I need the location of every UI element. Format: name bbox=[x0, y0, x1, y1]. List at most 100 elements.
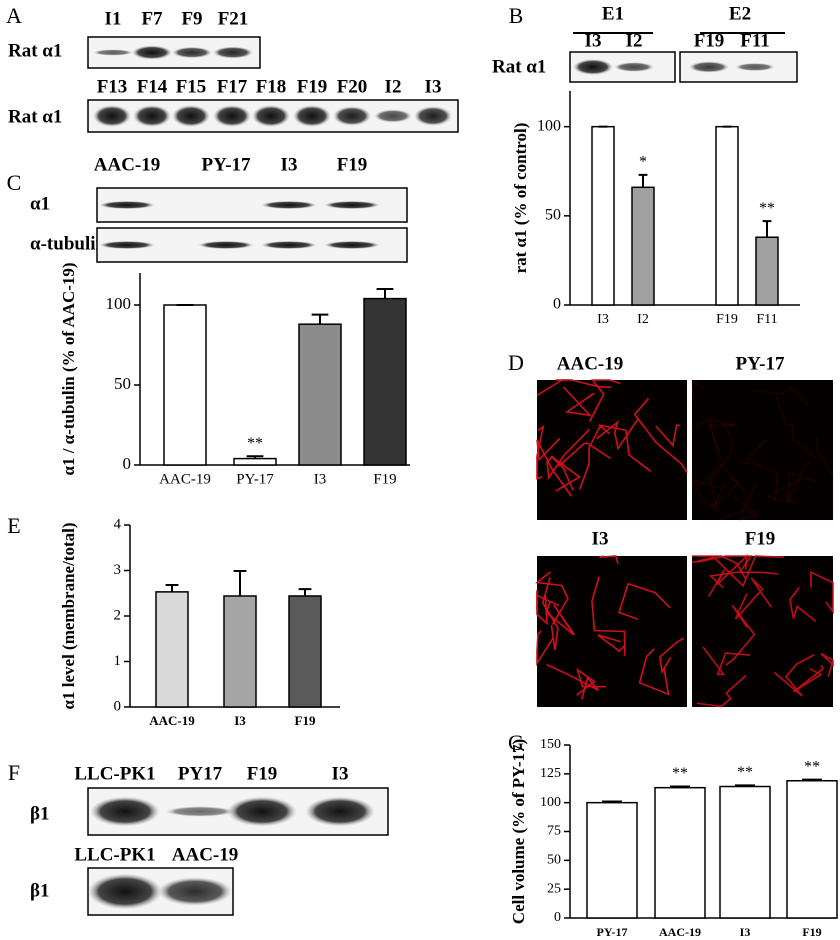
y-tick-label: 3 bbox=[114, 562, 122, 578]
bar bbox=[155, 591, 189, 708]
cell-border bbox=[588, 379, 621, 422]
y-axis-label: Cell volume (% of PY-17) bbox=[509, 739, 528, 924]
x-tick-label: PY-17 bbox=[597, 925, 628, 939]
error-bar bbox=[376, 288, 394, 299]
x-tick-label: AAC-19 bbox=[159, 471, 211, 487]
cell-border bbox=[546, 428, 591, 480]
annotation: ** bbox=[672, 765, 688, 782]
panel-letter: D bbox=[508, 350, 524, 375]
annotation: ** bbox=[759, 200, 775, 217]
band bbox=[414, 106, 452, 126]
error-bar bbox=[735, 784, 755, 787]
panel-letter: A bbox=[6, 3, 22, 28]
cell-border bbox=[709, 423, 738, 483]
cell-border bbox=[546, 663, 600, 700]
band bbox=[93, 49, 133, 56]
x-tick-label: F19 bbox=[373, 471, 396, 487]
band bbox=[374, 109, 412, 123]
label: I3 bbox=[425, 76, 442, 97]
y-tick-label: 125 bbox=[540, 766, 561, 781]
label: F19 bbox=[247, 763, 278, 784]
label: Rat α1 bbox=[8, 106, 62, 127]
band bbox=[165, 806, 235, 817]
y-tick-label: 0 bbox=[114, 698, 122, 714]
label: α1 bbox=[30, 193, 50, 214]
label: AAC-19 bbox=[557, 353, 624, 374]
y-tick-label: 1 bbox=[114, 653, 122, 669]
cell-border bbox=[696, 674, 747, 708]
cell-border bbox=[765, 478, 804, 505]
cell-border bbox=[591, 576, 626, 656]
y-tick-label: 75 bbox=[547, 824, 561, 839]
label: AAC-19 bbox=[94, 154, 161, 175]
cell-border bbox=[536, 590, 560, 611]
band bbox=[227, 796, 297, 827]
x-tick-label: I3 bbox=[597, 312, 609, 327]
label: I3 bbox=[585, 30, 602, 51]
y-tick-label: 100 bbox=[540, 795, 561, 810]
label: E2 bbox=[729, 3, 751, 24]
y-tick-label: 100 bbox=[106, 294, 132, 313]
cell-border bbox=[793, 664, 825, 693]
label: F15 bbox=[176, 76, 207, 97]
cell-border bbox=[633, 397, 688, 474]
label: α-tubulin bbox=[30, 233, 107, 254]
micrograph bbox=[692, 380, 833, 520]
x-tick-label: F19 bbox=[716, 312, 738, 327]
error-bar bbox=[246, 455, 264, 459]
label: I3 bbox=[332, 763, 349, 784]
bar bbox=[363, 297, 407, 466]
label: F19 bbox=[337, 154, 368, 175]
y-tick-label: 50 bbox=[545, 207, 561, 224]
y-tick-label: 0 bbox=[553, 296, 561, 313]
cell-border bbox=[697, 555, 785, 588]
panel-letter: B bbox=[509, 3, 524, 28]
x-tick-label: AAC-19 bbox=[659, 925, 701, 939]
label: β1 bbox=[30, 880, 50, 901]
cell-border bbox=[536, 379, 570, 397]
band bbox=[213, 105, 251, 127]
label: F14 bbox=[137, 76, 168, 97]
label: I1 bbox=[105, 8, 122, 29]
band bbox=[93, 105, 131, 127]
bar bbox=[631, 186, 655, 306]
y-tick-label: 150 bbox=[540, 737, 561, 752]
cell-border bbox=[550, 455, 581, 492]
error-bar bbox=[311, 313, 329, 325]
band bbox=[293, 105, 331, 127]
label: Rat α1 bbox=[8, 40, 62, 61]
bar bbox=[755, 236, 779, 306]
band bbox=[735, 63, 775, 71]
x-tick-label: I2 bbox=[637, 312, 649, 327]
cell-border bbox=[815, 438, 834, 520]
cell-border bbox=[725, 604, 756, 666]
label: I2 bbox=[385, 76, 402, 97]
band bbox=[90, 796, 160, 827]
band bbox=[333, 106, 371, 126]
cell-border bbox=[773, 654, 815, 697]
error-bar bbox=[602, 800, 622, 803]
band bbox=[573, 59, 613, 75]
error-bar bbox=[670, 785, 690, 788]
bar bbox=[591, 125, 615, 306]
cell-border bbox=[789, 587, 817, 623]
cell-border bbox=[659, 637, 685, 675]
x-tick-label: PY-17 bbox=[236, 471, 274, 487]
band bbox=[614, 62, 654, 72]
y-axis-label: α1 level (membrane/total) bbox=[59, 523, 78, 710]
cell-border bbox=[599, 555, 619, 565]
panel-letter: C bbox=[7, 170, 22, 195]
y-axis-label: α1 / α-tubulin (% of AAC-19) bbox=[59, 262, 78, 475]
cell-border bbox=[712, 476, 741, 509]
y-tick-label: 100 bbox=[537, 117, 561, 134]
panel-letter: F bbox=[8, 760, 20, 785]
x-tick-label: F11 bbox=[756, 312, 777, 327]
label: F9 bbox=[181, 8, 202, 29]
cell-border bbox=[536, 425, 545, 480]
label: F18 bbox=[256, 76, 287, 97]
cell-border bbox=[734, 577, 772, 620]
bar bbox=[288, 595, 322, 708]
bar bbox=[715, 125, 739, 306]
cell-border bbox=[719, 483, 760, 521]
